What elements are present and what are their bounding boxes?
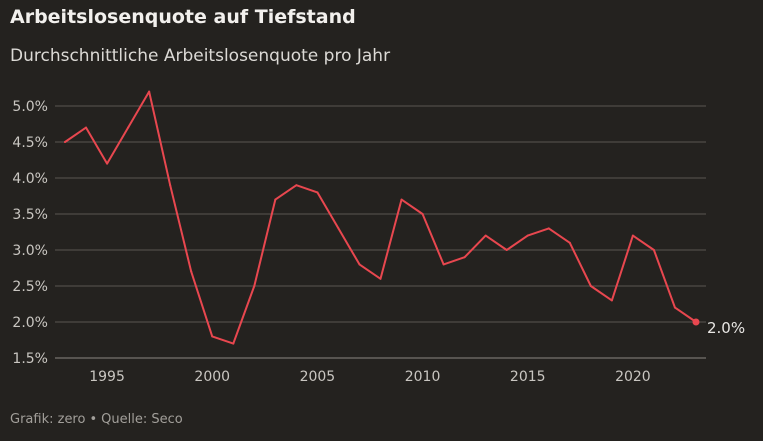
data-point [127,126,130,129]
data-point [253,285,256,287]
data-point [190,270,193,273]
data-point [589,285,592,287]
data-point [274,198,277,201]
data-point [337,227,340,230]
y-tick-label: 5.0% [12,99,48,115]
data-point [211,335,214,338]
chart-subtitle: Durchschnittliche Arbeitslosenquote pro … [10,46,391,66]
credit-text: Grafik: zero [10,412,86,427]
chart-footer: Grafik: zero • Quelle: Seco [10,412,183,427]
data-point [568,241,571,244]
x-tick-label: 2020 [615,369,651,385]
data-point [169,184,172,187]
data-point [547,227,550,230]
chart-title: Arbeitslosenquote auf Tiefstand [10,6,356,28]
end-value-label: 2.0% [707,319,745,337]
data-point [400,198,403,201]
x-tick-label: 2005 [300,369,336,385]
data-point [442,263,445,266]
x-tick-label: 1995 [89,369,125,385]
y-tick-label: 2.5% [12,279,48,295]
data-point [652,249,655,251]
data-point [232,342,235,345]
y-tick-label: 4.0% [12,171,48,187]
x-axis-labels: 1995 2000 2005 2010 2015 2020 [89,369,650,385]
x-tick-label: 2000 [194,369,230,385]
source-text: Quelle: Seco [101,412,183,427]
x-tick-label: 2015 [510,369,546,385]
data-point [484,234,487,237]
data-point [631,234,634,237]
data-point [610,299,613,302]
data-point [673,306,676,309]
y-axis-labels: 1.5% 2.0% 2.5% 3.0% 3.5% 4.0% 4.5% 5.0% [12,99,48,367]
y-tick-label: 3.5% [12,207,48,223]
data-point [85,126,88,129]
data-point [358,263,361,266]
footer-separator: • [89,412,98,427]
data-point [148,90,151,93]
end-point-marker [692,318,700,326]
y-tick-label: 4.5% [12,135,48,151]
data-point [505,249,508,251]
data-point [463,256,466,259]
data-point [316,191,319,194]
grid-layer [55,105,706,359]
data-point [64,141,66,143]
data-point [379,277,382,280]
data-point [295,184,298,187]
data-point [106,162,109,165]
data-points [64,90,697,345]
y-tick-label: 1.5% [12,351,48,367]
y-tick-label: 3.0% [12,243,48,259]
x-tick-label: 2010 [405,369,441,385]
series-line [64,90,697,345]
data-point [421,213,424,215]
data-point [526,234,529,237]
y-tick-label: 2.0% [12,315,48,331]
